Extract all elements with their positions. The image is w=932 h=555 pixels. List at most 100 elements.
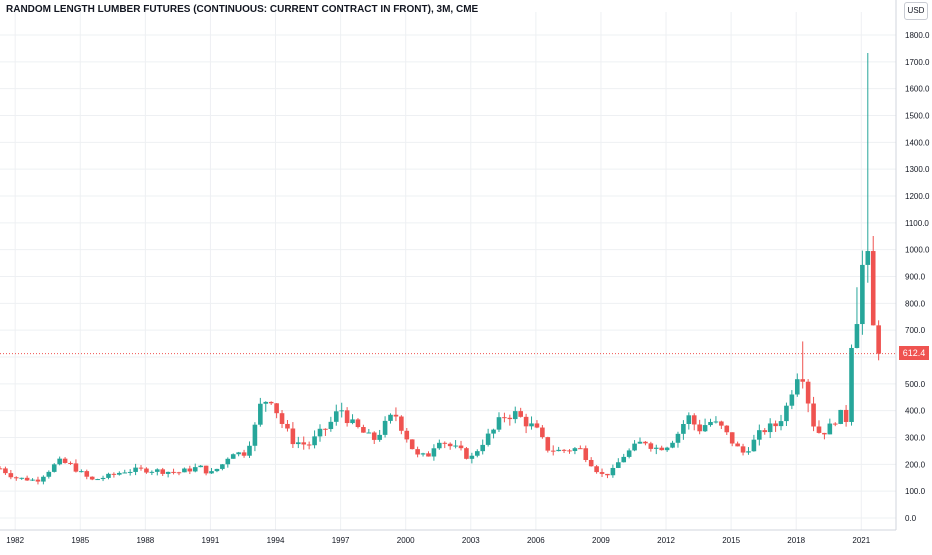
candle[interactable]	[832, 422, 838, 427]
candle[interactable]	[236, 451, 241, 457]
candle-body[interactable]	[588, 459, 594, 467]
candle-body[interactable]	[230, 454, 236, 459]
candle-body[interactable]	[176, 472, 182, 474]
candle-body[interactable]	[626, 450, 632, 457]
candle[interactable]	[572, 446, 578, 455]
candle-body[interactable]	[578, 448, 583, 450]
candle[interactable]	[393, 407, 399, 422]
candle-body[interactable]	[784, 405, 789, 422]
candle-body[interactable]	[399, 416, 404, 431]
candle-body[interactable]	[160, 469, 166, 474]
candle-body[interactable]	[214, 468, 220, 472]
candle-body[interactable]	[724, 425, 730, 433]
candle[interactable]	[447, 442, 453, 450]
candle[interactable]	[822, 432, 827, 440]
candle[interactable]	[583, 445, 589, 463]
candle[interactable]	[507, 414, 513, 426]
candle-body[interactable]	[757, 430, 762, 440]
candle[interactable]	[724, 425, 730, 435]
candle[interactable]	[588, 457, 594, 467]
candle[interactable]	[540, 425, 545, 439]
candle[interactable]	[464, 446, 469, 460]
candle[interactable]	[805, 379, 811, 413]
candle[interactable]	[686, 412, 692, 430]
candle[interactable]	[30, 478, 35, 481]
candle[interactable]	[220, 463, 225, 471]
candle[interactable]	[616, 458, 621, 469]
candle-body[interactable]	[746, 451, 751, 453]
candle[interactable]	[19, 477, 24, 480]
candle[interactable]	[133, 463, 138, 476]
candle-body[interactable]	[306, 444, 312, 446]
candle-body[interactable]	[832, 423, 838, 425]
candle-body[interactable]	[290, 428, 296, 445]
candle-body[interactable]	[62, 458, 68, 463]
candle[interactable]	[426, 451, 431, 457]
candle-body[interactable]	[111, 473, 117, 475]
candle[interactable]	[57, 456, 62, 466]
candle[interactable]	[870, 235, 876, 326]
candle-body[interactable]	[46, 471, 52, 477]
candle-body[interactable]	[171, 471, 176, 473]
candle[interactable]	[323, 428, 328, 436]
candle[interactable]	[144, 467, 149, 474]
candle-body[interactable]	[686, 415, 692, 424]
candle-body[interactable]	[762, 430, 768, 433]
candle[interactable]	[361, 424, 366, 433]
candle[interactable]	[117, 471, 122, 476]
candle[interactable]	[62, 457, 68, 464]
candle-body[interactable]	[507, 417, 513, 420]
candle[interactable]	[556, 446, 561, 452]
candle-body[interactable]	[518, 411, 523, 417]
candle[interactable]	[388, 413, 393, 424]
candle[interactable]	[296, 436, 301, 449]
candle[interactable]	[545, 436, 551, 453]
candle-body[interactable]	[317, 428, 323, 437]
candle[interactable]	[192, 463, 198, 473]
candle[interactable]	[599, 468, 605, 477]
candle-body[interactable]	[849, 347, 854, 422]
candle[interactable]	[713, 416, 719, 424]
x-axis[interactable]: 1982 1985 1988 1991 1994 1997 2000 2003 2006 2009…	[0, 529, 896, 545]
candle-body[interactable]	[697, 424, 702, 432]
candle[interactable]	[8, 469, 14, 480]
candle[interactable]	[355, 418, 361, 429]
candle[interactable]	[664, 446, 670, 452]
candle-body[interactable]	[567, 450, 572, 452]
candle-body[interactable]	[610, 467, 616, 476]
candle-body[interactable]	[778, 421, 784, 427]
candle-body[interactable]	[561, 449, 567, 451]
candle[interactable]	[529, 416, 534, 430]
candle-body[interactable]	[431, 448, 437, 457]
candle-body[interactable]	[192, 467, 198, 472]
candle-body[interactable]	[57, 458, 62, 465]
candle-body[interactable]	[426, 453, 431, 457]
candle-body[interactable]	[681, 423, 686, 434]
candle-body[interactable]	[323, 428, 328, 430]
candle[interactable]	[643, 441, 648, 446]
candle[interactable]	[800, 341, 806, 389]
candle-body[interactable]	[339, 410, 344, 412]
candle-body[interactable]	[545, 437, 551, 451]
candle-body[interactable]	[713, 421, 719, 423]
candle[interactable]	[203, 465, 209, 476]
candle-body[interactable]	[664, 447, 670, 451]
candle[interactable]	[258, 397, 263, 427]
candle-body[interactable]	[464, 448, 469, 459]
candle[interactable]	[567, 449, 572, 454]
candle-body[interactable]	[540, 427, 545, 438]
candle-body[interactable]	[643, 441, 648, 444]
candle[interactable]	[0, 466, 3, 470]
candle[interactable]	[670, 440, 675, 449]
candle[interactable]	[838, 409, 843, 425]
candle-body[interactable]	[30, 479, 35, 481]
candle[interactable]	[757, 424, 762, 446]
candle[interactable]	[24, 475, 30, 481]
candle-body[interactable]	[816, 426, 822, 433]
candle-body[interactable]	[209, 471, 214, 474]
candle-body[interactable]	[35, 479, 41, 482]
candle-body[interactable]	[409, 439, 415, 450]
candle-body[interactable]	[437, 442, 442, 449]
candle[interactable]	[41, 475, 46, 485]
